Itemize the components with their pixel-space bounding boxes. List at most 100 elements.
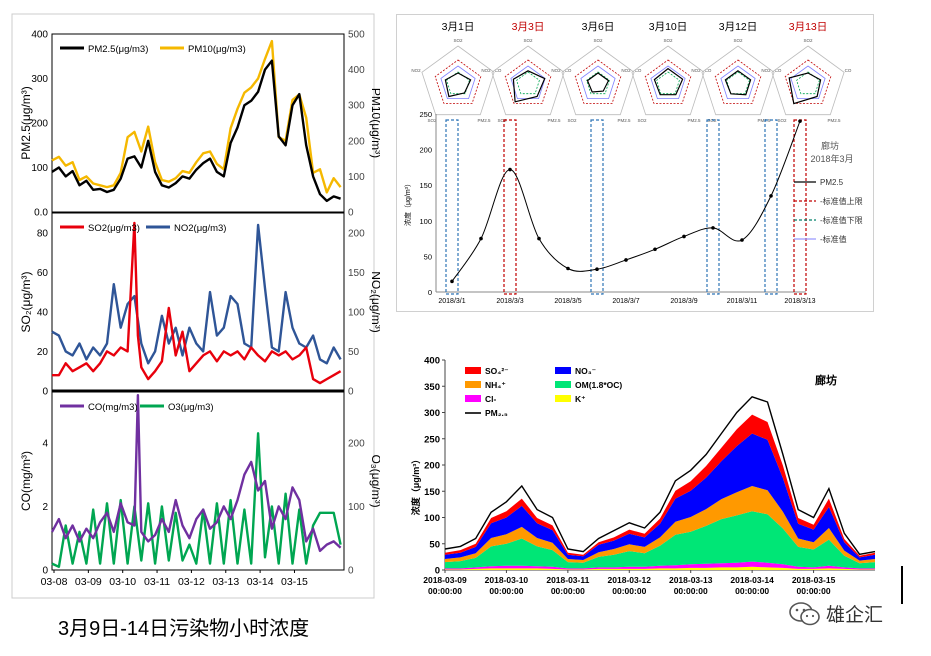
radar-grid-outer — [491, 45, 565, 116]
radar-title: 3月12日 — [719, 21, 758, 33]
left-tick-label: 40 — [37, 307, 49, 318]
radar-axis-label: PM2.5 — [547, 118, 561, 123]
legend-swatch — [555, 367, 571, 374]
x-tick-label: 2018/3/1 — [438, 298, 465, 305]
no2-left-ticks: 80 60 40 20 0 — [37, 228, 49, 397]
series-line-0 — [52, 221, 342, 385]
area-Cl — [445, 561, 875, 570]
left-tick-label: 100 — [31, 163, 48, 174]
pm25-trend-plot: 250 200 150 100 50 0 浓度（μg/m³） 2018/3/1 2018/3/3… — [403, 110, 863, 305]
pm25-point — [682, 234, 686, 239]
radar-upper — [784, 59, 832, 104]
x-tick-time: 00:00:00 — [428, 586, 462, 596]
legend-pm10-label: PM10(μg/m3) — [188, 44, 246, 55]
radar-axis-label: SO2 — [663, 38, 673, 43]
radar-title: 3月3日 — [512, 21, 545, 33]
x-tick-label: 03-12 — [178, 576, 205, 588]
radar-lower — [586, 71, 610, 95]
series-line-0 — [51, 59, 341, 203]
radar-axis-label: SO2 — [567, 118, 577, 123]
no2-series — [51, 221, 342, 385]
radar-pm25 — [444, 72, 472, 98]
radar-axis-label: SO2 — [593, 38, 603, 43]
no2-legend: SO2(μg/m3) NO2(μg/m3) — [60, 223, 226, 234]
radar-standard — [440, 65, 476, 99]
site-label: 廊坊 — [821, 140, 839, 151]
radar-axis-label: PM2.5 — [827, 118, 841, 123]
legend-label: PM₂.₅ — [485, 408, 508, 418]
x-tick-time: 00:00:00 — [735, 586, 769, 596]
right-tick-label: 400 — [348, 65, 365, 76]
highlight-box — [445, 119, 459, 295]
radar-axis-label: SO2 — [777, 118, 787, 123]
figure-caption: 3月9日-14日污染物小时浓度 — [58, 618, 310, 640]
legend-label: NH₄⁺ — [485, 380, 506, 390]
site-label: 廊坊 — [815, 373, 837, 387]
x-tick-date: 2018-03-11 — [546, 575, 589, 585]
left-tick-label: 0 — [42, 387, 48, 398]
legend-swatch — [465, 395, 481, 402]
right-tick-label: 200 — [348, 136, 365, 147]
radar-axis-label: SO2 — [497, 118, 507, 123]
radar-axis-label: CO — [565, 68, 572, 73]
radar-pm25 — [586, 72, 610, 93]
radar-axis-label: SO2 — [523, 38, 533, 43]
right-bottom-chart: 400 350 300 250 200 150 100 50 0 浓度（μg/m³） 2018-03… — [410, 356, 876, 596]
pm25-point — [711, 226, 715, 230]
radar-axis-label: NO2 — [551, 68, 561, 73]
legend-no2-label: NO2(μg/m3) — [174, 223, 226, 234]
pm25-point — [653, 247, 657, 252]
right-tick-label: 300 — [348, 101, 365, 112]
y-tick-label: 350 — [424, 382, 440, 393]
left-tick-label: 400 — [31, 30, 48, 41]
legend-so2-label: SO2(μg/m3) — [88, 223, 140, 234]
left-tick-label: 0.0 — [34, 208, 48, 219]
legend-label: K⁺ — [575, 394, 586, 404]
x-tick-label: 2018/3/13 — [784, 298, 815, 305]
radar-pm25 — [512, 70, 546, 103]
right-tick-label: 200 — [348, 228, 365, 239]
y-tick-label: 100 — [424, 513, 440, 524]
legend-o3-label: O3(μg/m3) — [168, 402, 214, 413]
radar-axis-label: PM2.5 — [757, 118, 771, 123]
y-axis-label: 浓度（μg/m³） — [410, 455, 421, 516]
radar-upper — [574, 59, 622, 104]
pm25-total-line — [444, 395, 876, 556]
x-tick-time: 00:00:00 — [489, 586, 523, 596]
y-tick-label: 150 — [419, 181, 432, 190]
y-tick-label: 400 — [424, 356, 440, 367]
legend-label: OM(1.8*OC) — [575, 380, 622, 390]
area-K — [445, 566, 875, 570]
co-x-labels: 03-08 03-09 03-10 03-11 03-12 03-13 03-14 03-15 — [41, 570, 308, 588]
x-tick-date: 2018-03-14 — [730, 575, 774, 585]
right-tick-label: 100 — [348, 502, 365, 513]
area-NO3 — [445, 433, 875, 561]
radar-pm25 — [724, 70, 752, 96]
y-tick-label: 150 — [424, 487, 440, 498]
wechat-icon — [789, 601, 820, 625]
y-tick-label: 250 — [424, 434, 440, 445]
pm25-point — [537, 236, 541, 241]
x-tick-label: 2018/3/5 — [554, 298, 581, 305]
legend-pm25-label: PM2.5(μg/m3) — [88, 44, 148, 55]
pm-right-axis-label: PM10(μg/m³) — [369, 88, 380, 158]
legend-swatch — [555, 395, 571, 402]
y-tick-label: 50 — [424, 252, 432, 261]
y-tick-label: 200 — [424, 461, 440, 472]
right-tick-label: 100 — [348, 307, 365, 318]
x-tick-label: 2018/3/3 — [496, 298, 523, 305]
radar-pm25 — [653, 67, 684, 96]
x-tick-time: 00:00:00 — [612, 586, 646, 596]
highlight-box — [706, 119, 720, 295]
radar-axis-label: NO2 — [621, 68, 631, 73]
x-tick-time: 00:00:00 — [797, 586, 831, 596]
x-tick-label: 03-15 — [281, 576, 308, 588]
no2-plot-frame — [51, 212, 345, 392]
co-left-ticks: 4 2 0 — [42, 438, 48, 576]
area-OM — [445, 511, 875, 569]
right-tick-label: 150 — [348, 268, 365, 279]
radar-axis-label: NO2 — [691, 68, 701, 73]
y-tick-label: 100 — [419, 217, 432, 226]
legend-co-label: CO(mg/m3) — [88, 402, 138, 413]
x-tick-date: 2018-03-09 — [423, 575, 467, 585]
